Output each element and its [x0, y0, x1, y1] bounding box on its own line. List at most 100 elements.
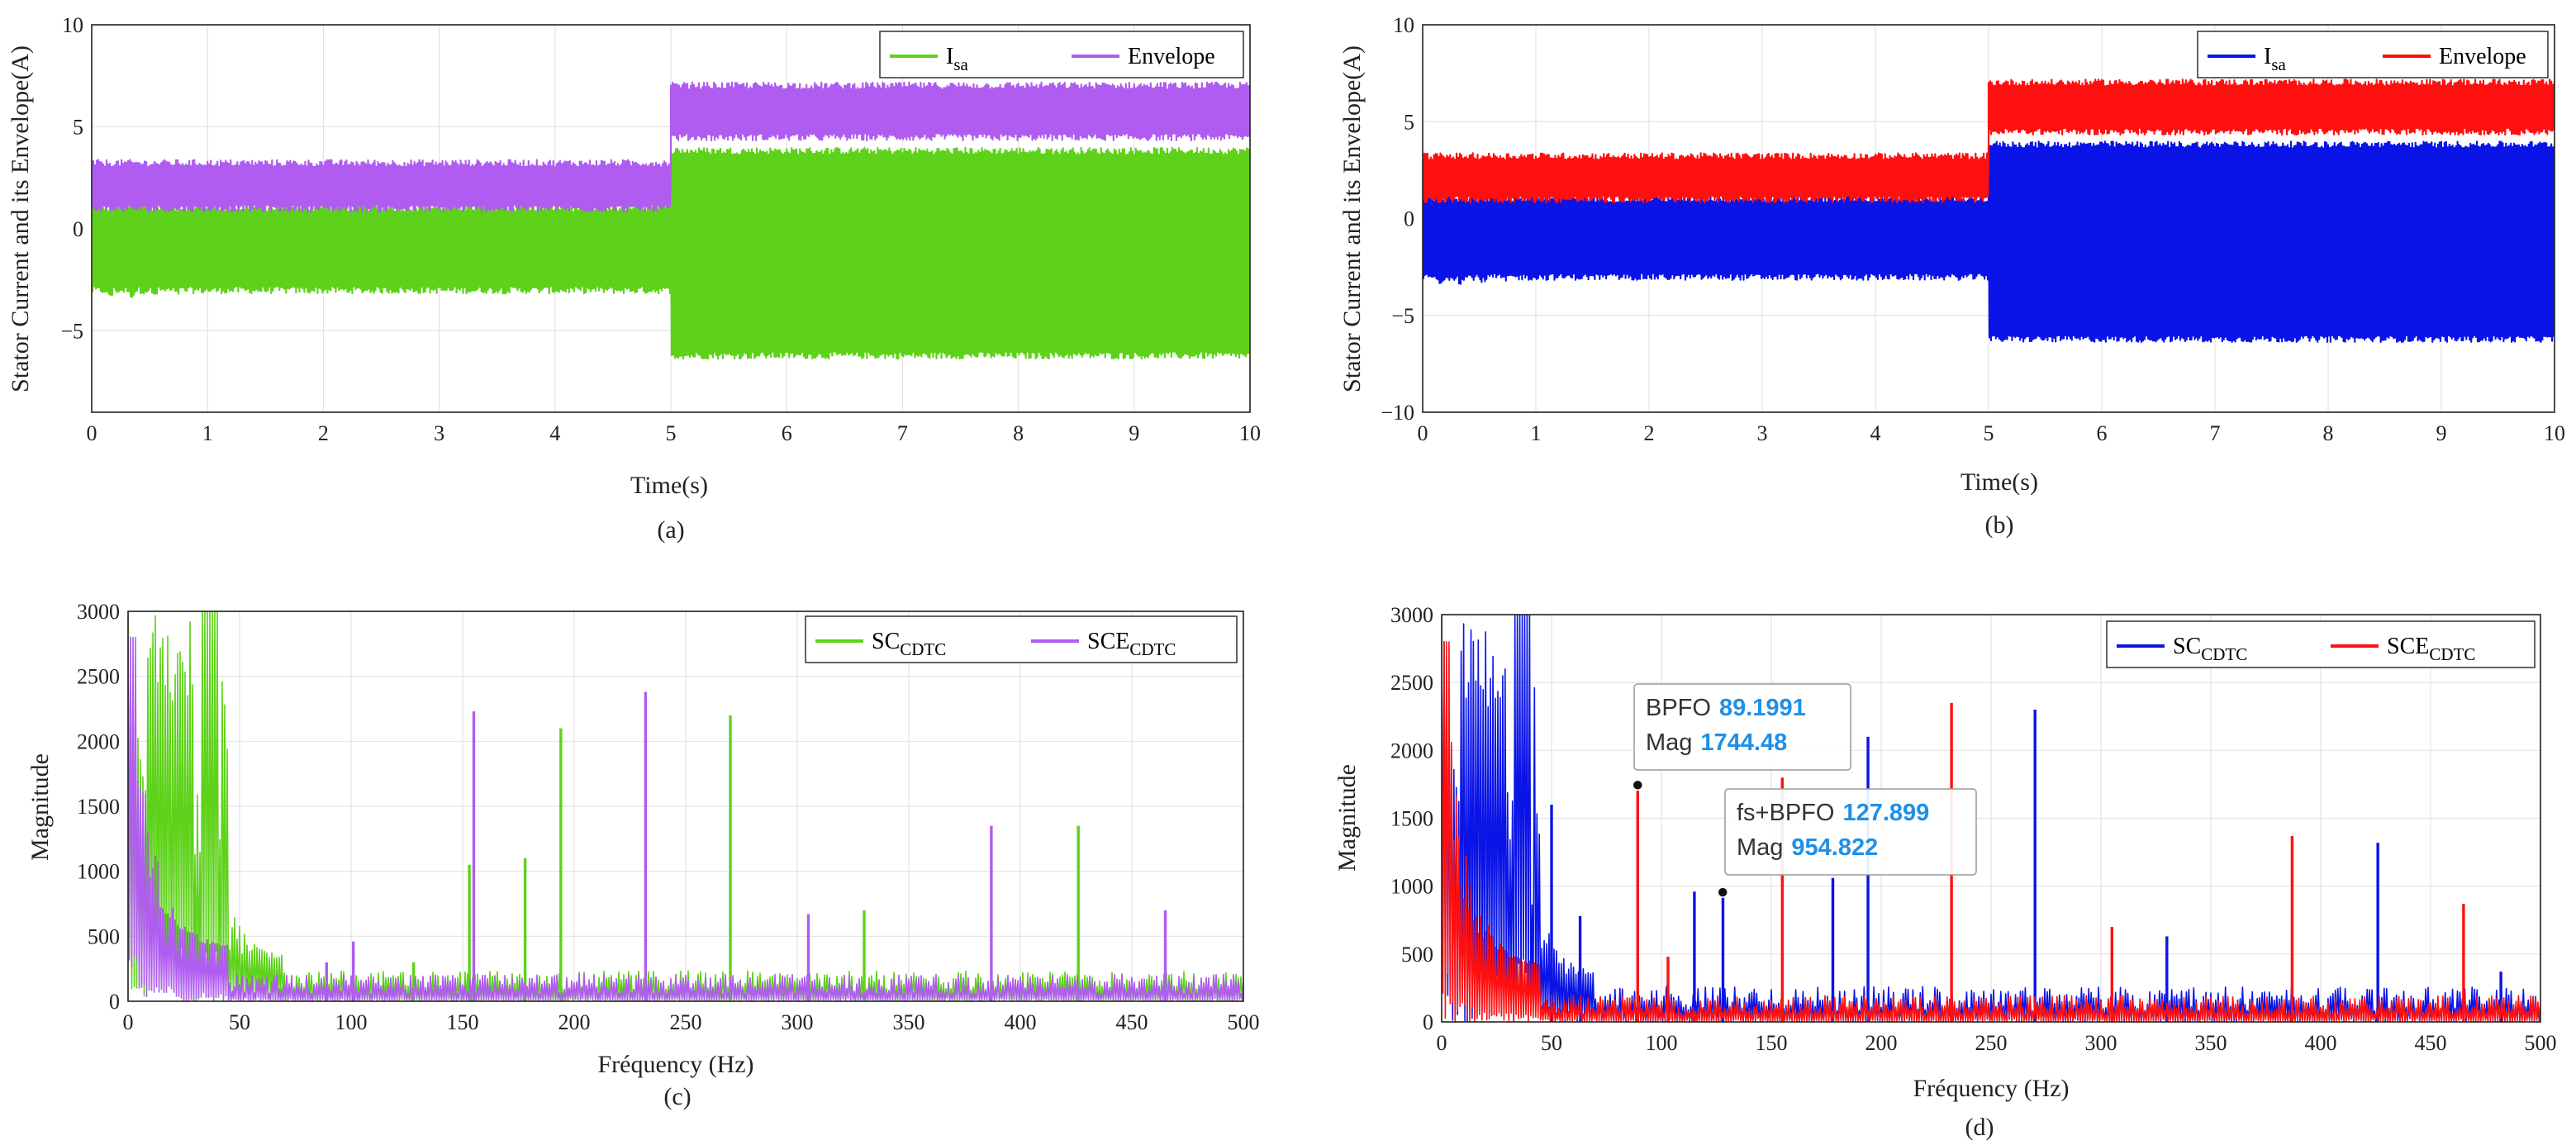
y-tick-label: 5 — [73, 115, 83, 139]
x-tick-label: 0 — [1437, 1031, 1447, 1055]
y-tick-label: 0 — [73, 217, 83, 241]
x-tick-label: 100 — [335, 1010, 368, 1034]
legend-label-main: Envelope — [2439, 44, 2526, 69]
ylabel-d: Magnitude — [1333, 764, 1361, 872]
y-tick-label: 10 — [1393, 13, 1414, 37]
panel-c: 0 50 100 150 200 250 300 350 400 450 500 0 500 1000 15… — [26, 600, 1260, 1110]
y-tick-label: 0 — [109, 990, 120, 1014]
xlabel-d: Fréquency (Hz) — [1913, 1075, 2069, 1102]
series-group — [128, 611, 1243, 1001]
caption-b: (b) — [1985, 511, 2014, 539]
x-tick-label: 200 — [558, 1010, 591, 1034]
x-tick-label: 50 — [229, 1010, 250, 1034]
y-tick-label: −10 — [1381, 401, 1414, 425]
legend-label-i: Isa — [946, 44, 969, 74]
y-tick-label: 1500 — [77, 795, 120, 819]
y-tick-label: −5 — [1391, 304, 1414, 328]
datatip-value: 127.899 — [1842, 800, 1929, 826]
datatip-value: 89.1991 — [1719, 695, 1806, 721]
caption-c: (c) — [663, 1083, 691, 1110]
plot-area-c: 0 50 100 150 200 250 300 350 400 450 500 0 500 1000 15… — [77, 600, 1260, 1034]
x-tick-label: 50 — [1541, 1031, 1562, 1055]
legend-label-main: Envelope — [1128, 44, 1215, 69]
x-tick-label: 150 — [447, 1010, 479, 1034]
axes-frame — [127, 611, 1244, 1002]
y-tick-label: 1500 — [1390, 807, 1433, 831]
legend-box — [2197, 31, 2549, 78]
x-tick-label: 7 — [2210, 421, 2221, 445]
x-tick-label: 500 — [1228, 1010, 1260, 1034]
series-group — [92, 81, 1250, 360]
x-tick-label: 8 — [2323, 421, 2334, 445]
x-tick-label: 500 — [2525, 1031, 2557, 1055]
datatip-row-1: fs+BPFO 127.899 — [1737, 800, 1929, 826]
legend-label-main: SCE — [2387, 634, 2429, 659]
series-group — [1423, 78, 2555, 344]
x-tick-label: 6 — [2097, 421, 2108, 445]
x-tick-label: 250 — [670, 1010, 702, 1034]
axes-frame — [1441, 614, 2541, 1023]
datatip-key: BPFO — [1646, 695, 1711, 721]
datatip-marker — [1717, 886, 1728, 898]
datatip-row-1: BPFO 89.1991 — [1646, 695, 1806, 721]
x-tick-label: 100 — [1646, 1031, 1678, 1055]
plot-area-b: 0 1 2 3 4 5 6 7 8 9 10 −10 −5 0 5 10 Isa Envelope — [1381, 13, 2565, 445]
x-tick-label: 5 — [666, 421, 677, 445]
datatip-key: Mag — [1737, 834, 1783, 861]
legend-label-envelope: Envelope — [2439, 44, 2526, 69]
legend-label-sub: CDTC — [2201, 644, 2247, 664]
y-tick-label: 0 — [1404, 207, 1414, 231]
x-tick-label: 5 — [1984, 421, 1994, 445]
xlabel-a: Time(s) — [630, 472, 708, 499]
ylabel-a: Stator Current and its Envelope(A) — [7, 45, 34, 392]
legend-label-envelope: Envelope — [1128, 44, 1215, 69]
y-tick-label: 500 — [1401, 943, 1433, 967]
xlabel-c: Fréquency (Hz) — [597, 1051, 753, 1078]
series-group — [1442, 615, 2540, 1022]
axes-frame — [1422, 24, 2555, 413]
legend-box — [805, 615, 1238, 663]
legend-label-sce: SCECDTC — [1087, 629, 1176, 659]
y-tick-label: 2000 — [1390, 739, 1433, 763]
y-tick-label: 1000 — [77, 860, 120, 884]
x-tick-label: 7 — [897, 421, 908, 445]
x-tick-label: 200 — [1865, 1031, 1898, 1055]
x-tick-label: 4 — [1870, 421, 1881, 445]
legend-label-sub: CDTC — [2429, 644, 2475, 664]
x-tick-label: 1 — [1531, 421, 1542, 445]
y-tick-label: 2500 — [77, 665, 120, 689]
datatip-box: fs+BPFO 127.899 Mag 954.822 — [1724, 788, 1977, 876]
datatip-marker — [1632, 779, 1644, 791]
legend-label-sc: SCCDTC — [2173, 634, 2247, 664]
datatip-box: BPFO 89.1991 Mag 1744.48 — [1633, 683, 1851, 771]
x-tick-label: 0 — [1418, 421, 1428, 445]
x-tick-label: 450 — [2415, 1031, 2447, 1055]
x-tick-label: 3 — [434, 421, 444, 445]
legend-label-main: SC — [872, 629, 900, 654]
y-tick-label: 2500 — [1390, 671, 1433, 695]
panel-a: 0 1 2 3 4 5 6 7 8 9 10 −5 0 5 10 Isa Envelope Time(s) St… — [7, 13, 1261, 544]
datatip-value: 954.822 — [1791, 834, 1878, 861]
datatip-key: fs+BPFO — [1737, 800, 1834, 826]
plot-area-d: 0 50 100 150 200 250 300 350 400 450 500 0 500 1000 15… — [1390, 603, 2557, 1055]
series-envelope-line — [92, 81, 1250, 213]
plot-area-a: 0 1 2 3 4 5 6 7 8 9 10 −5 0 5 10 Isa Envelope — [60, 13, 1261, 445]
caption-a: (a) — [657, 516, 684, 544]
x-tick-label: 9 — [2436, 421, 2447, 445]
caption-d: (d) — [1965, 1114, 1994, 1141]
x-tick-label: 0 — [123, 1010, 134, 1034]
datatip-key: Mag — [1646, 729, 1692, 756]
x-tick-label: 3 — [1757, 421, 1768, 445]
y-tick-label: 1000 — [1390, 875, 1433, 899]
x-tick-label: 450 — [1116, 1010, 1148, 1034]
legend-label-sub: sa — [2271, 55, 2286, 74]
y-tick-label: 3000 — [77, 600, 120, 624]
x-tick-label: 8 — [1013, 421, 1024, 445]
x-tick-label: 10 — [1239, 421, 1261, 445]
y-tick-label: 10 — [62, 13, 83, 37]
legend-label-main: I — [946, 44, 953, 69]
datatip-frame — [1724, 788, 1977, 876]
x-tick-label: 2 — [1644, 421, 1655, 445]
legend-label-sce: SCECDTC — [2387, 634, 2475, 664]
